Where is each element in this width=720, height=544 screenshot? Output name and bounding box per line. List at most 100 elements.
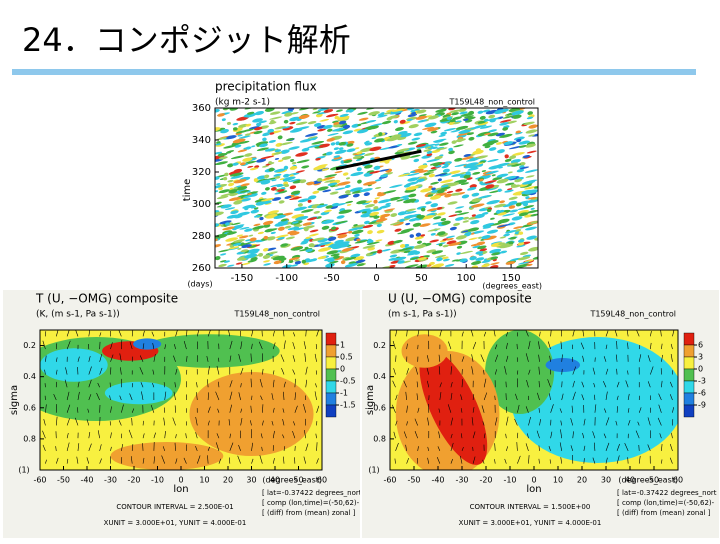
colorbar-label: 1 [340, 341, 345, 350]
field-blob [139, 334, 280, 368]
y-tick-label: 0.8 [373, 434, 386, 443]
y-axis-label: time [182, 179, 193, 202]
x-tick-label: -40 [80, 476, 93, 485]
colorbar-swatch [326, 333, 336, 345]
x-tick-label: 30 [601, 476, 611, 485]
colorbar-label: 6 [698, 341, 703, 350]
y-tick-label: 0.4 [373, 372, 386, 381]
plot-title: precipitation flux [215, 80, 317, 94]
x-tick-label: 30 [246, 476, 256, 485]
field-blob [110, 442, 223, 470]
colorbar-swatch [684, 345, 694, 357]
colorbar-swatch [684, 369, 694, 381]
x-unit: (degrees_east) [482, 282, 542, 291]
x-tick-label: 20 [223, 476, 233, 485]
y-tick-label: 320 [192, 167, 211, 178]
colorbar-swatch [326, 405, 336, 417]
field [209, 106, 544, 270]
colorbar-swatch [326, 357, 336, 369]
plot-units: (m s-1, Pa s-1)) [388, 310, 457, 320]
x-tick-label: -50 [407, 476, 420, 485]
y-tick-label: 0.8 [23, 434, 36, 443]
colorbar-label: 0 [698, 365, 703, 374]
colorbar-swatch [326, 381, 336, 393]
colorbar-label: 3 [698, 353, 703, 362]
y-unit: (days) [187, 280, 212, 289]
x-tick-label: -40 [431, 476, 444, 485]
colorbar-label: -0.5 [340, 377, 356, 386]
plot-title: T (U, −OMG) composite [35, 292, 178, 306]
contour-interval: CONTOUR INTERVAL = 2.500E-01 [116, 503, 233, 511]
x-unit: (degrees_east) [262, 476, 322, 485]
x-axis-label: lon [526, 484, 541, 495]
colorbar-label: 0 [340, 365, 345, 374]
corner-label: (1) [368, 466, 379, 475]
y-tick-label: 260 [192, 263, 211, 274]
y-tick-label: 280 [192, 231, 211, 242]
x-unit: (degrees_east) [618, 476, 678, 485]
x-tick-label: 10 [199, 476, 209, 485]
colorbar-label: -1 [340, 389, 348, 398]
x-tick-label: 10 [553, 476, 563, 485]
x-tick-label: -60 [383, 476, 396, 485]
y-tick-label: 0.4 [23, 372, 36, 381]
run-name: T159L48_non_control [448, 98, 535, 107]
colorbar-swatch [326, 369, 336, 381]
y-tick-label: 340 [192, 135, 211, 146]
field [12, 328, 322, 470]
x-tick-label: -10 [151, 476, 164, 485]
field-blob [40, 348, 108, 382]
x-tick-label: -150 [231, 273, 254, 284]
unit-note: XUNIT = 3.000E+01, YUNIT = 4.000E-01 [104, 519, 247, 527]
x-tick-label: -60 [33, 476, 46, 485]
x-tick-label: -20 [127, 476, 140, 485]
run-name: T159L48_non_control [233, 310, 320, 319]
x-tick-label: -10 [503, 476, 516, 485]
x-tick-label: 100 [457, 273, 476, 284]
x-tick-label: 0 [373, 273, 379, 284]
x-tick-label: -30 [104, 476, 117, 485]
colorbar-label: -3 [698, 377, 706, 386]
contour-interval: CONTOUR INTERVAL = 1.500E+00 [470, 503, 591, 511]
plot-note: [ (diff) from (mean) zonal ] [262, 509, 356, 517]
y-tick-label: 360 [192, 103, 211, 114]
corner-label: (1) [18, 466, 29, 475]
x-tick-label: -20 [479, 476, 492, 485]
plot-note: [ lat=-0.37422 degrees_nort [262, 489, 362, 497]
plot-title: U (U, −OMG) composite [388, 292, 532, 306]
colorbar-swatch [684, 381, 694, 393]
x-axis-label: lon [173, 484, 188, 495]
y-tick-label: 0.2 [23, 341, 36, 350]
y-tick-label: 300 [192, 199, 211, 210]
field [390, 328, 684, 477]
y-axis-label: sigma [9, 385, 20, 415]
x-tick-label: -100 [275, 273, 298, 284]
title-rule [12, 69, 696, 75]
colorbar-label: -9 [698, 401, 706, 410]
x-tick-label: -50 [323, 273, 339, 284]
x-tick-label: -50 [57, 476, 70, 485]
plot-units: (kg m-2 s-1) [215, 98, 270, 108]
x-tick-label: -30 [455, 476, 468, 485]
plot-note: [ lat=-0.37422 degrees_nort [617, 489, 717, 497]
colorbar-swatch [684, 393, 694, 405]
y-tick-label: 0.2 [373, 341, 386, 350]
plot-note: [ comp (lon,time)=(-50,62)- [262, 499, 360, 507]
field-blob [105, 382, 173, 404]
colorbar-label: -1.5 [340, 401, 356, 410]
field-blob [133, 338, 161, 349]
plot-note: [ (diff) from (mean) zonal ] [617, 509, 711, 517]
slide-title: 24．コンポジット解析 [22, 21, 351, 59]
colorbar-swatch [326, 345, 336, 357]
plot-note: [ comp (lon,time)=(-50,62)- [617, 499, 715, 507]
colorbar-label: -6 [698, 389, 706, 398]
unit-note: XUNIT = 3.000E+01, YUNIT = 4.000E-01 [459, 519, 602, 527]
field-blob [402, 334, 448, 368]
y-tick-label: 0.6 [23, 403, 36, 412]
colorbar-swatch [684, 357, 694, 369]
colorbar-swatch [684, 333, 694, 345]
colorbar-label: 0.5 [340, 353, 353, 362]
colorbar-swatch [326, 393, 336, 405]
